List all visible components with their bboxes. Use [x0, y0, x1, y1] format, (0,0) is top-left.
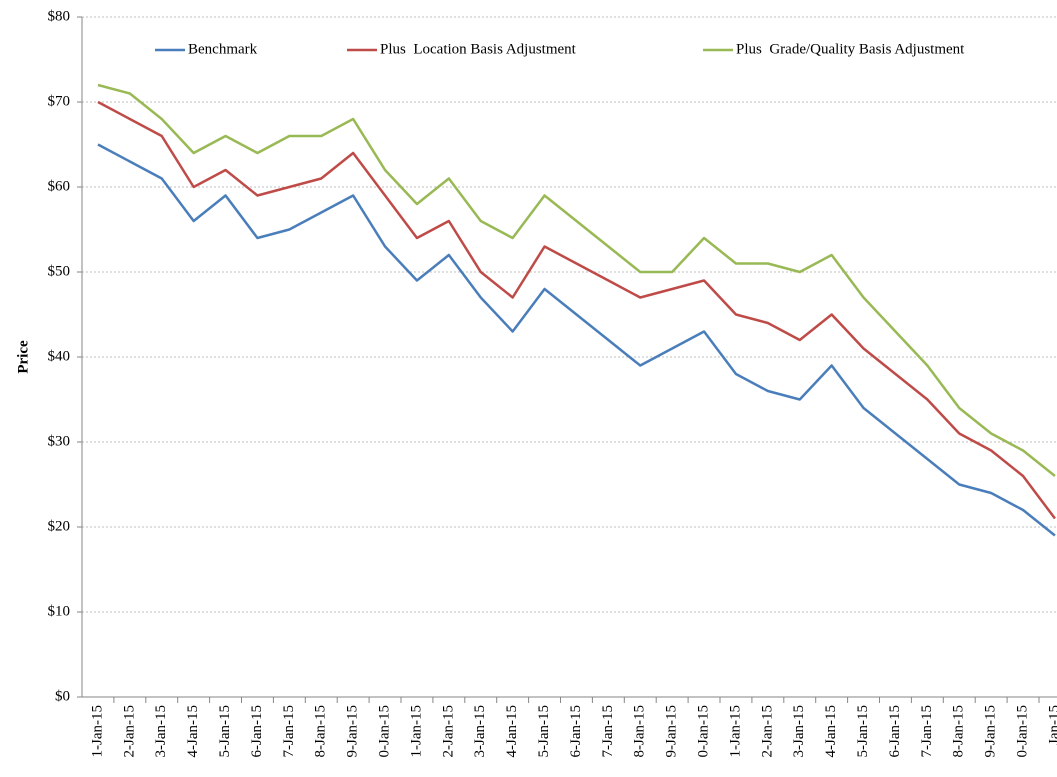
x-tick-label: 8-Jan-15	[951, 705, 967, 758]
x-tick-label: 6-Jan-15	[249, 705, 265, 758]
x-tick-label: 5-Jan-15	[217, 705, 233, 758]
x-tick-label: 4-Jan-15	[504, 705, 520, 758]
x-tick-label: 2-Jan-15	[121, 705, 137, 758]
x-tick-label: 3-Jan-15	[791, 705, 807, 758]
y-tick-label: $80	[48, 8, 71, 24]
x-tick-label: 1-Jan-15	[727, 705, 743, 758]
legend-label: Benchmark	[188, 41, 258, 57]
x-tick-label: 1-Jan-15	[89, 705, 105, 758]
x-tick-label: 4-Jan-15	[185, 705, 201, 758]
y-tick-label: $40	[48, 348, 71, 364]
y-tick-label: $50	[48, 263, 71, 279]
x-tick-label: 8-Jan-15	[313, 705, 329, 758]
x-tick-label: 0-Jan-15	[695, 705, 711, 758]
x-tick-label: 9-Jan-15	[345, 705, 361, 758]
y-tick-label: $30	[48, 433, 71, 449]
legend-label: Plus Location Basis Adjustment	[380, 41, 577, 57]
x-tick-label: 7-Jan-15	[600, 705, 616, 758]
x-tick-label: Jan-15	[1046, 705, 1057, 745]
x-tick-label: 5-Jan-15	[855, 705, 871, 758]
x-tick-label: 1-Jan-15	[408, 705, 424, 758]
x-tick-label: 7-Jan-15	[281, 705, 297, 758]
series-line	[97, 83, 1056, 477]
x-tick-label: 2-Jan-15	[759, 705, 775, 758]
x-tick-label: 4-Jan-15	[823, 705, 839, 758]
x-tick-label: 2-Jan-15	[440, 705, 456, 758]
x-tick-label: 7-Jan-15	[919, 705, 935, 758]
y-tick-label: $20	[48, 518, 71, 534]
y-tick-label: $10	[48, 603, 71, 619]
series-line	[97, 100, 1056, 520]
legend-label: Plus Grade/Quality Basis Adjustment	[736, 41, 965, 57]
y-tick-label: $60	[48, 178, 71, 194]
y-tick-label: $70	[48, 93, 71, 109]
x-tick-label: 9-Jan-15	[983, 705, 999, 758]
x-tick-label: 0-Jan-15	[376, 705, 392, 758]
x-tick-label: 3-Jan-15	[472, 705, 488, 758]
x-tick-label: 0-Jan-15	[1014, 705, 1030, 758]
x-tick-label: 3-Jan-15	[153, 705, 169, 758]
x-tick-label: 6-Jan-15	[887, 705, 903, 758]
x-tick-label: 8-Jan-15	[632, 705, 648, 758]
series-line	[97, 143, 1056, 537]
y-tick-label: $0	[55, 688, 70, 704]
x-tick-label: 9-Jan-15	[664, 705, 680, 758]
y-axis-label: Price	[15, 340, 31, 374]
x-tick-label: 6-Jan-15	[568, 705, 584, 758]
x-tick-label: 5-Jan-15	[536, 705, 552, 758]
